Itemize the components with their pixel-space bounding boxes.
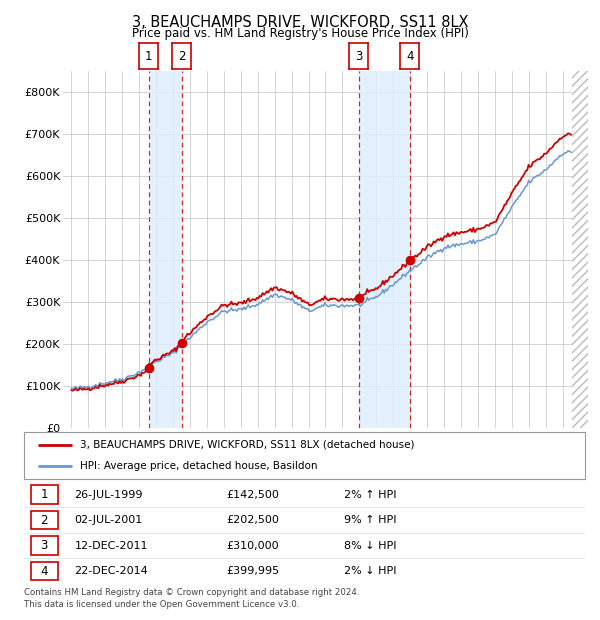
Text: 12-DEC-2011: 12-DEC-2011 — [74, 541, 148, 551]
Text: 22-DEC-2014: 22-DEC-2014 — [74, 566, 148, 576]
Bar — [572, 71, 588, 428]
Bar — [572, 71, 588, 428]
Bar — [149, 71, 182, 428]
Text: 1: 1 — [145, 50, 152, 63]
FancyBboxPatch shape — [31, 536, 58, 555]
FancyBboxPatch shape — [31, 562, 58, 580]
Text: 3, BEAUCHAMPS DRIVE, WICKFORD, SS11 8LX: 3, BEAUCHAMPS DRIVE, WICKFORD, SS11 8LX — [132, 15, 468, 30]
Text: 02-JUL-2001: 02-JUL-2001 — [74, 515, 143, 525]
Text: £310,000: £310,000 — [226, 541, 278, 551]
Text: Price paid vs. HM Land Registry's House Price Index (HPI): Price paid vs. HM Land Registry's House … — [131, 27, 469, 40]
FancyBboxPatch shape — [31, 511, 58, 529]
Text: 2: 2 — [178, 50, 185, 63]
Text: 1: 1 — [40, 488, 48, 501]
Text: 4: 4 — [406, 50, 413, 63]
Bar — [359, 71, 410, 428]
Text: 4: 4 — [40, 565, 48, 578]
Text: £399,995: £399,995 — [226, 566, 279, 576]
Text: 2% ↑ HPI: 2% ↑ HPI — [344, 490, 396, 500]
Text: 3: 3 — [41, 539, 48, 552]
FancyBboxPatch shape — [31, 485, 58, 503]
Text: £142,500: £142,500 — [226, 490, 279, 500]
Text: 2% ↓ HPI: 2% ↓ HPI — [344, 566, 396, 576]
Text: 3, BEAUCHAMPS DRIVE, WICKFORD, SS11 8LX (detached house): 3, BEAUCHAMPS DRIVE, WICKFORD, SS11 8LX … — [80, 440, 415, 450]
Text: 9% ↑ HPI: 9% ↑ HPI — [344, 515, 396, 525]
Text: HPI: Average price, detached house, Basildon: HPI: Average price, detached house, Basi… — [80, 461, 317, 471]
Text: £202,500: £202,500 — [226, 515, 279, 525]
Text: 26-JUL-1999: 26-JUL-1999 — [74, 490, 143, 500]
Text: 2: 2 — [40, 513, 48, 526]
Text: 3: 3 — [355, 50, 362, 63]
Text: 8% ↓ HPI: 8% ↓ HPI — [344, 541, 396, 551]
Text: Contains HM Land Registry data © Crown copyright and database right 2024.
This d: Contains HM Land Registry data © Crown c… — [24, 588, 359, 609]
